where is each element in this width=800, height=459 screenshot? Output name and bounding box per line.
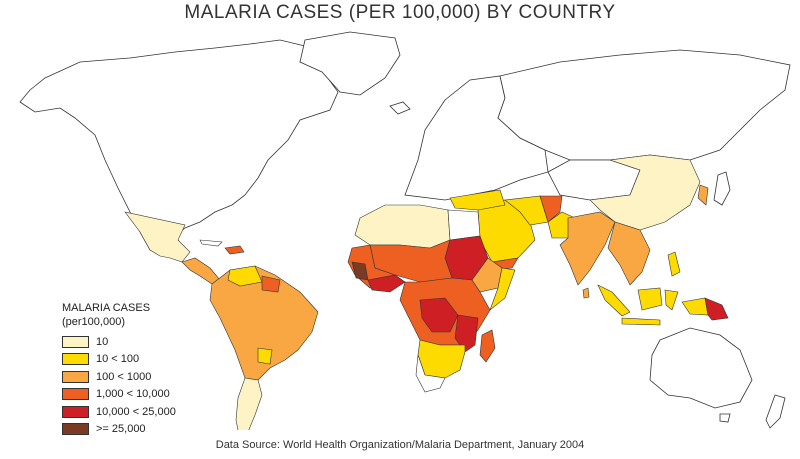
world-map <box>19 31 791 430</box>
country-india <box>559 211 616 286</box>
country-borneo <box>637 287 663 311</box>
iceland <box>389 101 411 115</box>
country-argentina-chile <box>235 377 263 430</box>
country-madagascar <box>479 329 496 363</box>
japan <box>713 171 731 206</box>
country-iran <box>504 195 549 226</box>
legend-label: 10 < 100 <box>96 353 140 366</box>
country-sulawesi <box>664 289 679 311</box>
legend-label: >= 25,000 <box>96 423 146 436</box>
legend-label: 100 < 1000 <box>96 370 152 383</box>
russia <box>497 49 791 161</box>
country-north-africa <box>354 204 451 249</box>
map-legend: MALARIA CASES (per100,000) 10 10 < 100 100… <box>62 301 176 438</box>
tasmania <box>719 413 731 423</box>
country-guianas <box>261 275 281 293</box>
country-korea <box>697 184 709 206</box>
legend-swatch <box>62 388 89 401</box>
greenland <box>299 31 401 96</box>
country-sri-lanka <box>582 287 590 299</box>
legend-swatch <box>62 335 89 348</box>
new-zealand <box>765 394 786 429</box>
legend-swatch <box>62 353 89 366</box>
north-america <box>19 39 339 256</box>
legend-rows: 10 10 < 100 100 < 1000 1,000 < 10,000 10,000… <box>62 333 176 438</box>
legend-item: 1,000 < 10,000 <box>62 386 176 404</box>
country-paraguay <box>257 347 273 365</box>
country-papua-new-guinea <box>704 297 729 321</box>
legend-swatch <box>62 423 89 436</box>
legend-item: 10 < 100 <box>62 351 176 369</box>
country-hispaniola <box>224 245 245 255</box>
country-java <box>621 317 661 326</box>
legend-subtitle: (per100,000) <box>62 316 125 328</box>
country-cuba <box>199 239 223 247</box>
central-asia <box>547 159 641 201</box>
legend-item: >= 25,000 <box>62 421 176 439</box>
country-tanzania-mozambique <box>454 314 479 353</box>
legend-swatch <box>62 370 89 383</box>
legend-title: MALARIA CASES <box>62 302 151 314</box>
country-central-america <box>181 257 221 285</box>
country-mexico <box>124 211 191 263</box>
country-congo-basin <box>419 297 459 333</box>
country-south-america-north <box>209 265 319 381</box>
australia <box>649 327 753 409</box>
country-indochina <box>607 221 651 286</box>
legend-label: 10 <box>96 335 109 348</box>
country-turkey-iraq <box>449 189 506 211</box>
country-somalia <box>489 267 516 311</box>
country-sumatra <box>597 284 631 317</box>
legend-item: 10 <box>62 333 176 351</box>
legend-label: 10,000 < 25,000 <box>96 405 176 418</box>
country-southern-africa <box>417 339 466 379</box>
country-ghana-nigeria <box>367 274 406 293</box>
legend-item: 100 < 1000 <box>62 368 176 386</box>
data-source: Data Source: World Health Organization/M… <box>215 439 585 451</box>
country-philippines <box>667 251 681 277</box>
country-egypt <box>447 209 481 241</box>
country-venezuela <box>227 265 263 287</box>
country-afghanistan <box>539 195 563 223</box>
legend-label: 1,000 < 10,000 <box>96 388 170 401</box>
map-title: MALARIA CASES (PER 100,000) BY COUNTRY <box>184 2 616 23</box>
legend-swatch <box>62 405 89 418</box>
country-south-africa <box>415 354 446 393</box>
country-new-guinea-west <box>681 297 709 316</box>
legend-item: 10,000 < 25,000 <box>62 403 176 421</box>
